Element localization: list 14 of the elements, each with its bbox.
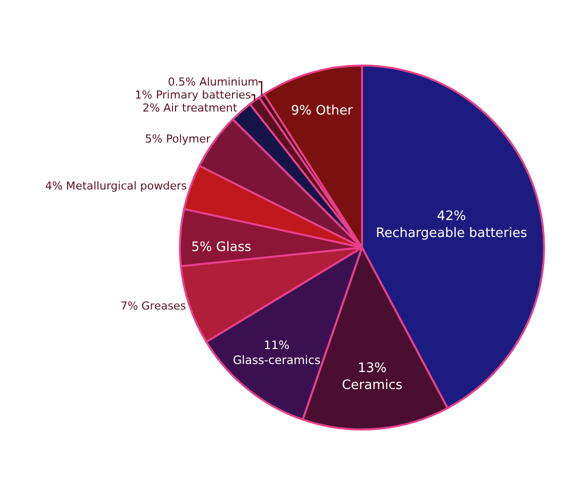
slice-label: 4% Metallurgical powders	[45, 180, 188, 193]
data-label: 13%	[358, 361, 387, 376]
slice-label: Rechargeable batteries	[376, 226, 528, 242]
slice-label: 7% Greases	[120, 300, 186, 313]
data-label: 42%	[437, 209, 466, 224]
slice-label: 5% Glass	[191, 240, 252, 255]
slice-label: Ceramics	[342, 378, 403, 394]
data-label: 11%	[264, 338, 290, 352]
slice-label: Glass-ceramics	[232, 352, 320, 367]
slice-label: 9% Other	[290, 104, 354, 119]
slice-label: 1% Primary batteries	[134, 88, 252, 102]
slice-label: 5% Polymer	[145, 132, 212, 146]
slice-label: 0.5% Aluminium	[168, 75, 258, 88]
slice-label: 2% Air treatment	[142, 101, 238, 114]
